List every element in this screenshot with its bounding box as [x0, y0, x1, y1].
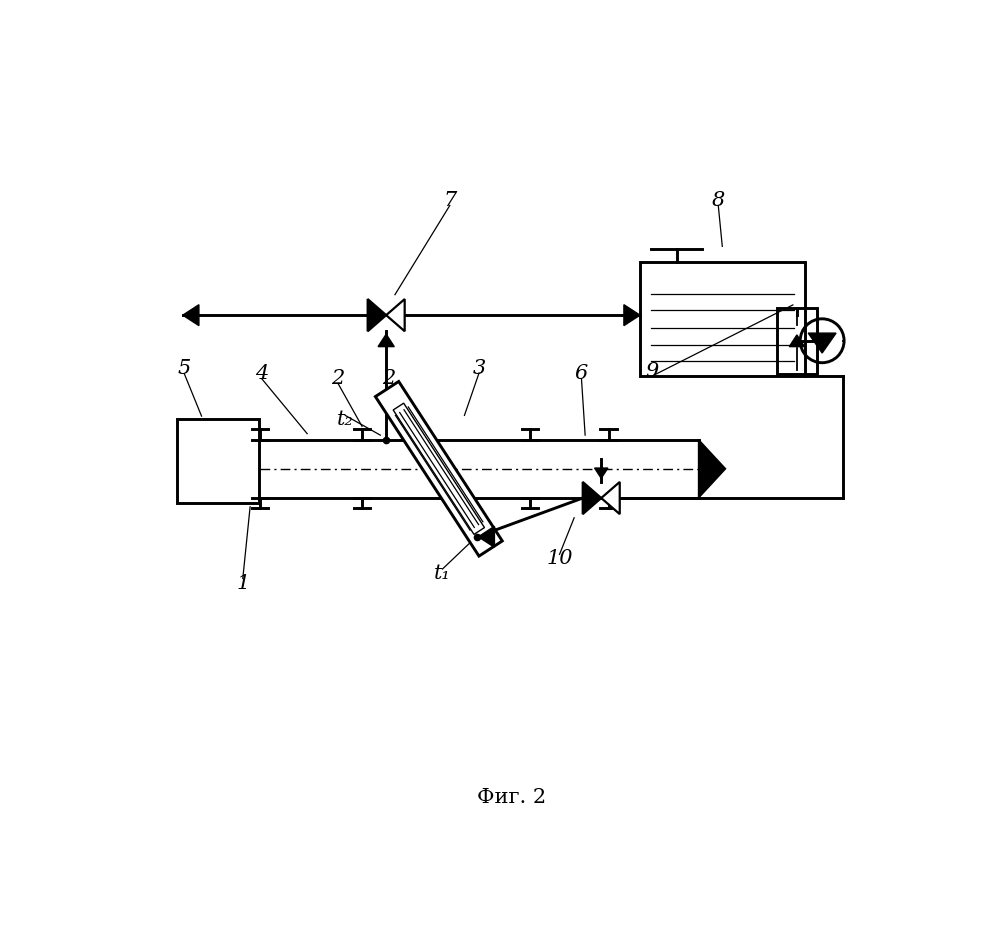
- Polygon shape: [183, 305, 199, 326]
- Text: 7: 7: [444, 191, 457, 210]
- Polygon shape: [378, 334, 395, 347]
- Text: 3: 3: [473, 359, 486, 378]
- Polygon shape: [594, 468, 607, 478]
- Polygon shape: [582, 482, 601, 514]
- Text: 4: 4: [255, 364, 269, 383]
- Bar: [177, 419, 259, 504]
- Polygon shape: [808, 333, 836, 353]
- Text: 2: 2: [332, 370, 345, 389]
- Bar: [777, 308, 817, 373]
- Polygon shape: [368, 299, 387, 332]
- Text: Фиг. 2: Фиг. 2: [478, 788, 546, 808]
- Text: 10: 10: [546, 549, 572, 568]
- Polygon shape: [624, 305, 640, 326]
- Text: 1: 1: [236, 574, 250, 593]
- Polygon shape: [394, 403, 485, 535]
- Text: 6: 6: [574, 364, 588, 383]
- Text: 2: 2: [383, 370, 396, 389]
- Text: t₁: t₁: [435, 564, 451, 583]
- Polygon shape: [376, 382, 502, 556]
- Text: 5: 5: [178, 359, 191, 378]
- Polygon shape: [789, 335, 804, 347]
- Text: 9: 9: [645, 362, 659, 381]
- Text: 8: 8: [711, 191, 725, 210]
- Polygon shape: [479, 526, 495, 547]
- Text: t₂: t₂: [337, 410, 354, 429]
- Polygon shape: [387, 299, 405, 332]
- Polygon shape: [601, 482, 619, 514]
- Polygon shape: [698, 440, 725, 498]
- Bar: [640, 262, 804, 376]
